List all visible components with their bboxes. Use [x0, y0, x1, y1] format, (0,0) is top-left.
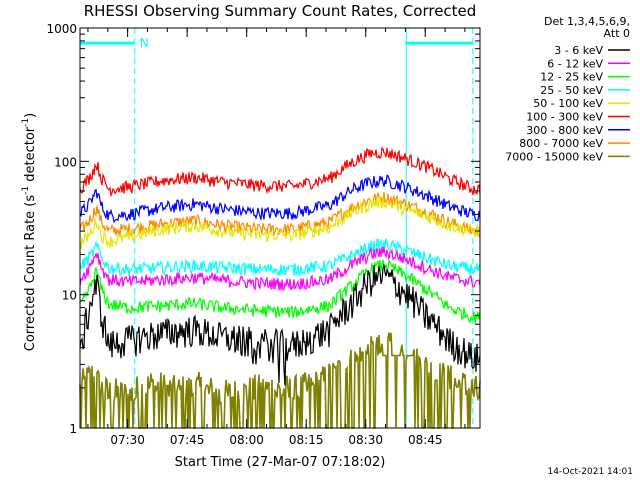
y-tick-label-1: 1 — [69, 422, 77, 436]
legend-header-attenuator: Att 0 — [604, 27, 630, 40]
timestamp: 14-Oct-2021 14:01 — [548, 467, 633, 477]
x-tick-label-1: 07:30 — [110, 433, 145, 447]
x-tick-label-3: 08:00 — [229, 433, 264, 447]
legend-label-12-25-kev: 12 - 25 keV — [540, 71, 603, 84]
y-axis-label-mid: detector — [23, 126, 38, 186]
attenuator-annotation: N — [140, 36, 149, 50]
axes: 1 10 100 1000 07:30 07:45 08:00 08:15 08:30 08:45 — [46, 22, 481, 447]
y-tick-label-3: 100 — [54, 155, 77, 169]
series-line-12-25-kev — [79, 257, 481, 324]
series-line-7000-15000-kev — [79, 332, 481, 429]
series-line-6-12-kev — [79, 246, 481, 292]
plot-frame — [79, 27, 481, 429]
y-axis-label-sup-1: -1 — [21, 186, 31, 195]
legend-label-3-6-kev: 3 - 6 keV — [554, 44, 603, 57]
y-tick-label-4: 1000 — [46, 22, 77, 36]
x-tick-label-4: 08:15 — [289, 433, 324, 447]
series-line-50-100-kev — [79, 194, 481, 250]
legend-label-50-100-kev: 50 - 100 keV — [533, 97, 603, 110]
legend-label-6-12-kev: 6 - 12 keV — [547, 57, 603, 70]
legend-label-25-50-kev: 25 - 50 keV — [540, 84, 603, 97]
series-line-100-300-kev — [79, 146, 481, 198]
legend-label-300-800-kev: 300 - 800 keV — [526, 124, 603, 137]
series-line-300-800-kev — [79, 174, 481, 224]
series-group — [79, 146, 481, 429]
legend-label-800-7000-kev: 800 - 7000 keV — [519, 137, 603, 150]
series-line-25-50-kev — [79, 238, 481, 277]
x-axis-label: Start Time (27-Mar-07 07:18:02) — [175, 455, 386, 470]
y-axis-label-sup-2: -1 — [21, 118, 31, 127]
chart-title: RHESSI Observing Summary Count Rates, Co… — [84, 2, 477, 20]
x-tick-label-5: 08:30 — [348, 433, 383, 447]
legend-header-detectors: Det 1,3,4,5,6,9, — [544, 15, 630, 28]
series-line-3-6-kev — [79, 264, 481, 386]
series-line-800-7000-kev — [79, 192, 481, 238]
y-axis-label: Corrected Count Rate (s-1 detector-1) — [21, 113, 38, 351]
legend-label-7000-15000-kev: 7000 - 15000 keV — [505, 150, 603, 163]
legend-label-100-300-kev: 100 - 300 keV — [526, 111, 603, 124]
y-axis-label-end: ) — [23, 113, 38, 118]
y-tick-label-2: 10 — [62, 289, 77, 303]
x-tick-label-2: 07:45 — [170, 433, 205, 447]
y-axis-label-main: Corrected Count Rate (s — [23, 195, 38, 352]
x-tick-label-6: 08:45 — [408, 433, 443, 447]
